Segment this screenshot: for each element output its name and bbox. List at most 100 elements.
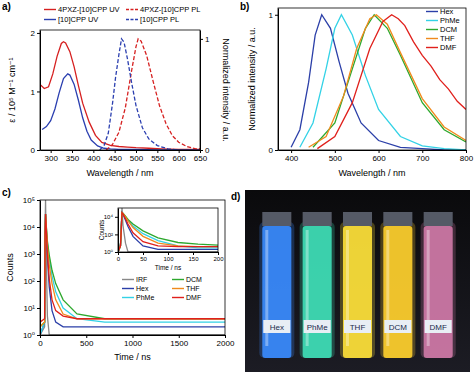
panel: 050010001500200010⁰10¹10²10³10⁴10⁵Time /… — [2, 187, 235, 362]
tick: 200 — [213, 252, 224, 262]
tick: 0 — [117, 252, 121, 262]
figure-svg: 30035040045050055060065001201Wavelength … — [0, 0, 474, 375]
vial: THF — [340, 212, 375, 358]
legend-swatch — [44, 19, 56, 20]
tick: 500 — [130, 150, 144, 163]
tick: 10² — [23, 277, 40, 286]
tick-mark — [37, 281, 40, 282]
axis-line — [40, 31, 41, 151]
tick-mark — [93, 150, 94, 153]
tick-label: 100 — [163, 256, 174, 262]
photo-background — [245, 190, 470, 372]
vial-label: Hex — [270, 323, 284, 332]
tick-mark — [51, 150, 52, 153]
plot-frame — [118, 208, 218, 252]
plot-area — [118, 208, 218, 252]
tick-label: 10⁰ — [23, 331, 35, 340]
tick-mark — [291, 150, 292, 153]
legend-entry: Hex — [122, 285, 149, 292]
tick-label: 0 — [205, 146, 210, 155]
tick-label: 0 — [31, 146, 36, 155]
legend-entry: DCM — [172, 276, 202, 283]
tick-label: 10⁰ — [104, 249, 114, 255]
tick-mark — [133, 335, 134, 338]
tick-mark — [200, 150, 203, 151]
tick-mark — [115, 252, 118, 253]
tick-label: 10² — [23, 277, 35, 286]
tick-label: 10⁵ — [23, 196, 35, 205]
tick: 10⁰ — [23, 331, 40, 340]
tick: 0 — [38, 335, 43, 348]
vial-label: DCM — [389, 323, 408, 332]
tick-mark — [193, 252, 194, 255]
tick-label: 10⁴ — [104, 214, 114, 220]
tick-label: 350 — [66, 154, 80, 163]
tick-mark — [179, 150, 180, 153]
legend-swatch — [172, 279, 184, 280]
tick: 10⁰ — [104, 249, 118, 255]
legend-swatch — [122, 288, 134, 289]
tick-mark — [115, 234, 118, 235]
axis-line — [40, 201, 41, 336]
series-line — [118, 213, 218, 252]
axis-line — [41, 150, 201, 151]
tick: 10⁴ — [104, 214, 118, 220]
vial-body — [383, 226, 412, 358]
tick: 400 — [87, 150, 101, 163]
legend-entry: [10]CPP PL — [126, 15, 179, 24]
tick: 50 — [140, 252, 147, 262]
series-line — [309, 15, 466, 148]
legend-swatch — [126, 19, 138, 20]
tick-mark — [157, 150, 158, 153]
series-line — [313, 15, 466, 148]
vial-label: THF — [350, 323, 366, 332]
legend-label: [10]CPP UV — [58, 15, 98, 24]
vial-label-box — [425, 320, 452, 333]
plot-frame — [40, 30, 200, 150]
tick-mark — [168, 252, 169, 255]
series-line — [300, 15, 466, 150]
legend-label: Hex — [136, 285, 149, 292]
tick: 400 — [285, 150, 299, 163]
tick-mark — [37, 254, 40, 255]
series-line — [42, 74, 200, 150]
legend-entry: DMF — [172, 294, 201, 301]
legend-label: PhMe — [440, 16, 460, 25]
legend-swatch — [426, 11, 438, 12]
x-axis-title: Wavelength / nm — [86, 168, 153, 178]
photo-panel: HexPhMeTHFDCMDMFd) — [231, 190, 470, 372]
axis: 10⁰10¹10²10³10⁴10⁵ — [23, 196, 41, 340]
panel: 40050060070080001Wavelength / nmNormaliz… — [240, 1, 474, 178]
legend-swatch — [426, 29, 438, 30]
tick-label: 500 — [329, 154, 343, 163]
tick-mark — [37, 200, 40, 201]
axis-line — [200, 31, 201, 151]
legend-swatch — [122, 297, 134, 298]
tick-mark — [225, 335, 226, 338]
series-line — [291, 15, 466, 150]
legend-entry: Hex — [426, 7, 454, 16]
tick-label: 10² — [104, 232, 113, 238]
vial: PhMe — [300, 212, 335, 358]
axis: 300350400450500550600650 — [41, 150, 208, 163]
legend: IRFHexPhMeDCMTHFDMF — [122, 276, 202, 301]
plot-frame — [278, 8, 466, 150]
tick-mark — [37, 308, 40, 309]
tick: 10⁵ — [23, 196, 40, 205]
axis: 01 — [200, 31, 210, 156]
tick: 700 — [416, 150, 430, 163]
vial: DMF — [421, 212, 456, 358]
tick-mark — [115, 150, 116, 153]
series-line — [118, 213, 218, 252]
vial-label: DMF — [430, 323, 447, 332]
vial-cap — [424, 212, 453, 226]
y-axis-title: Normalized intensity / a.u. — [247, 27, 257, 131]
tick-mark — [275, 15, 278, 16]
tick: 10³ — [23, 250, 40, 259]
series-line — [40, 42, 200, 150]
tick: 100 — [163, 252, 174, 262]
inset-background — [98, 203, 222, 275]
tick: 600 — [172, 150, 186, 163]
vial-label-box — [263, 320, 290, 333]
tick-mark — [37, 227, 40, 228]
